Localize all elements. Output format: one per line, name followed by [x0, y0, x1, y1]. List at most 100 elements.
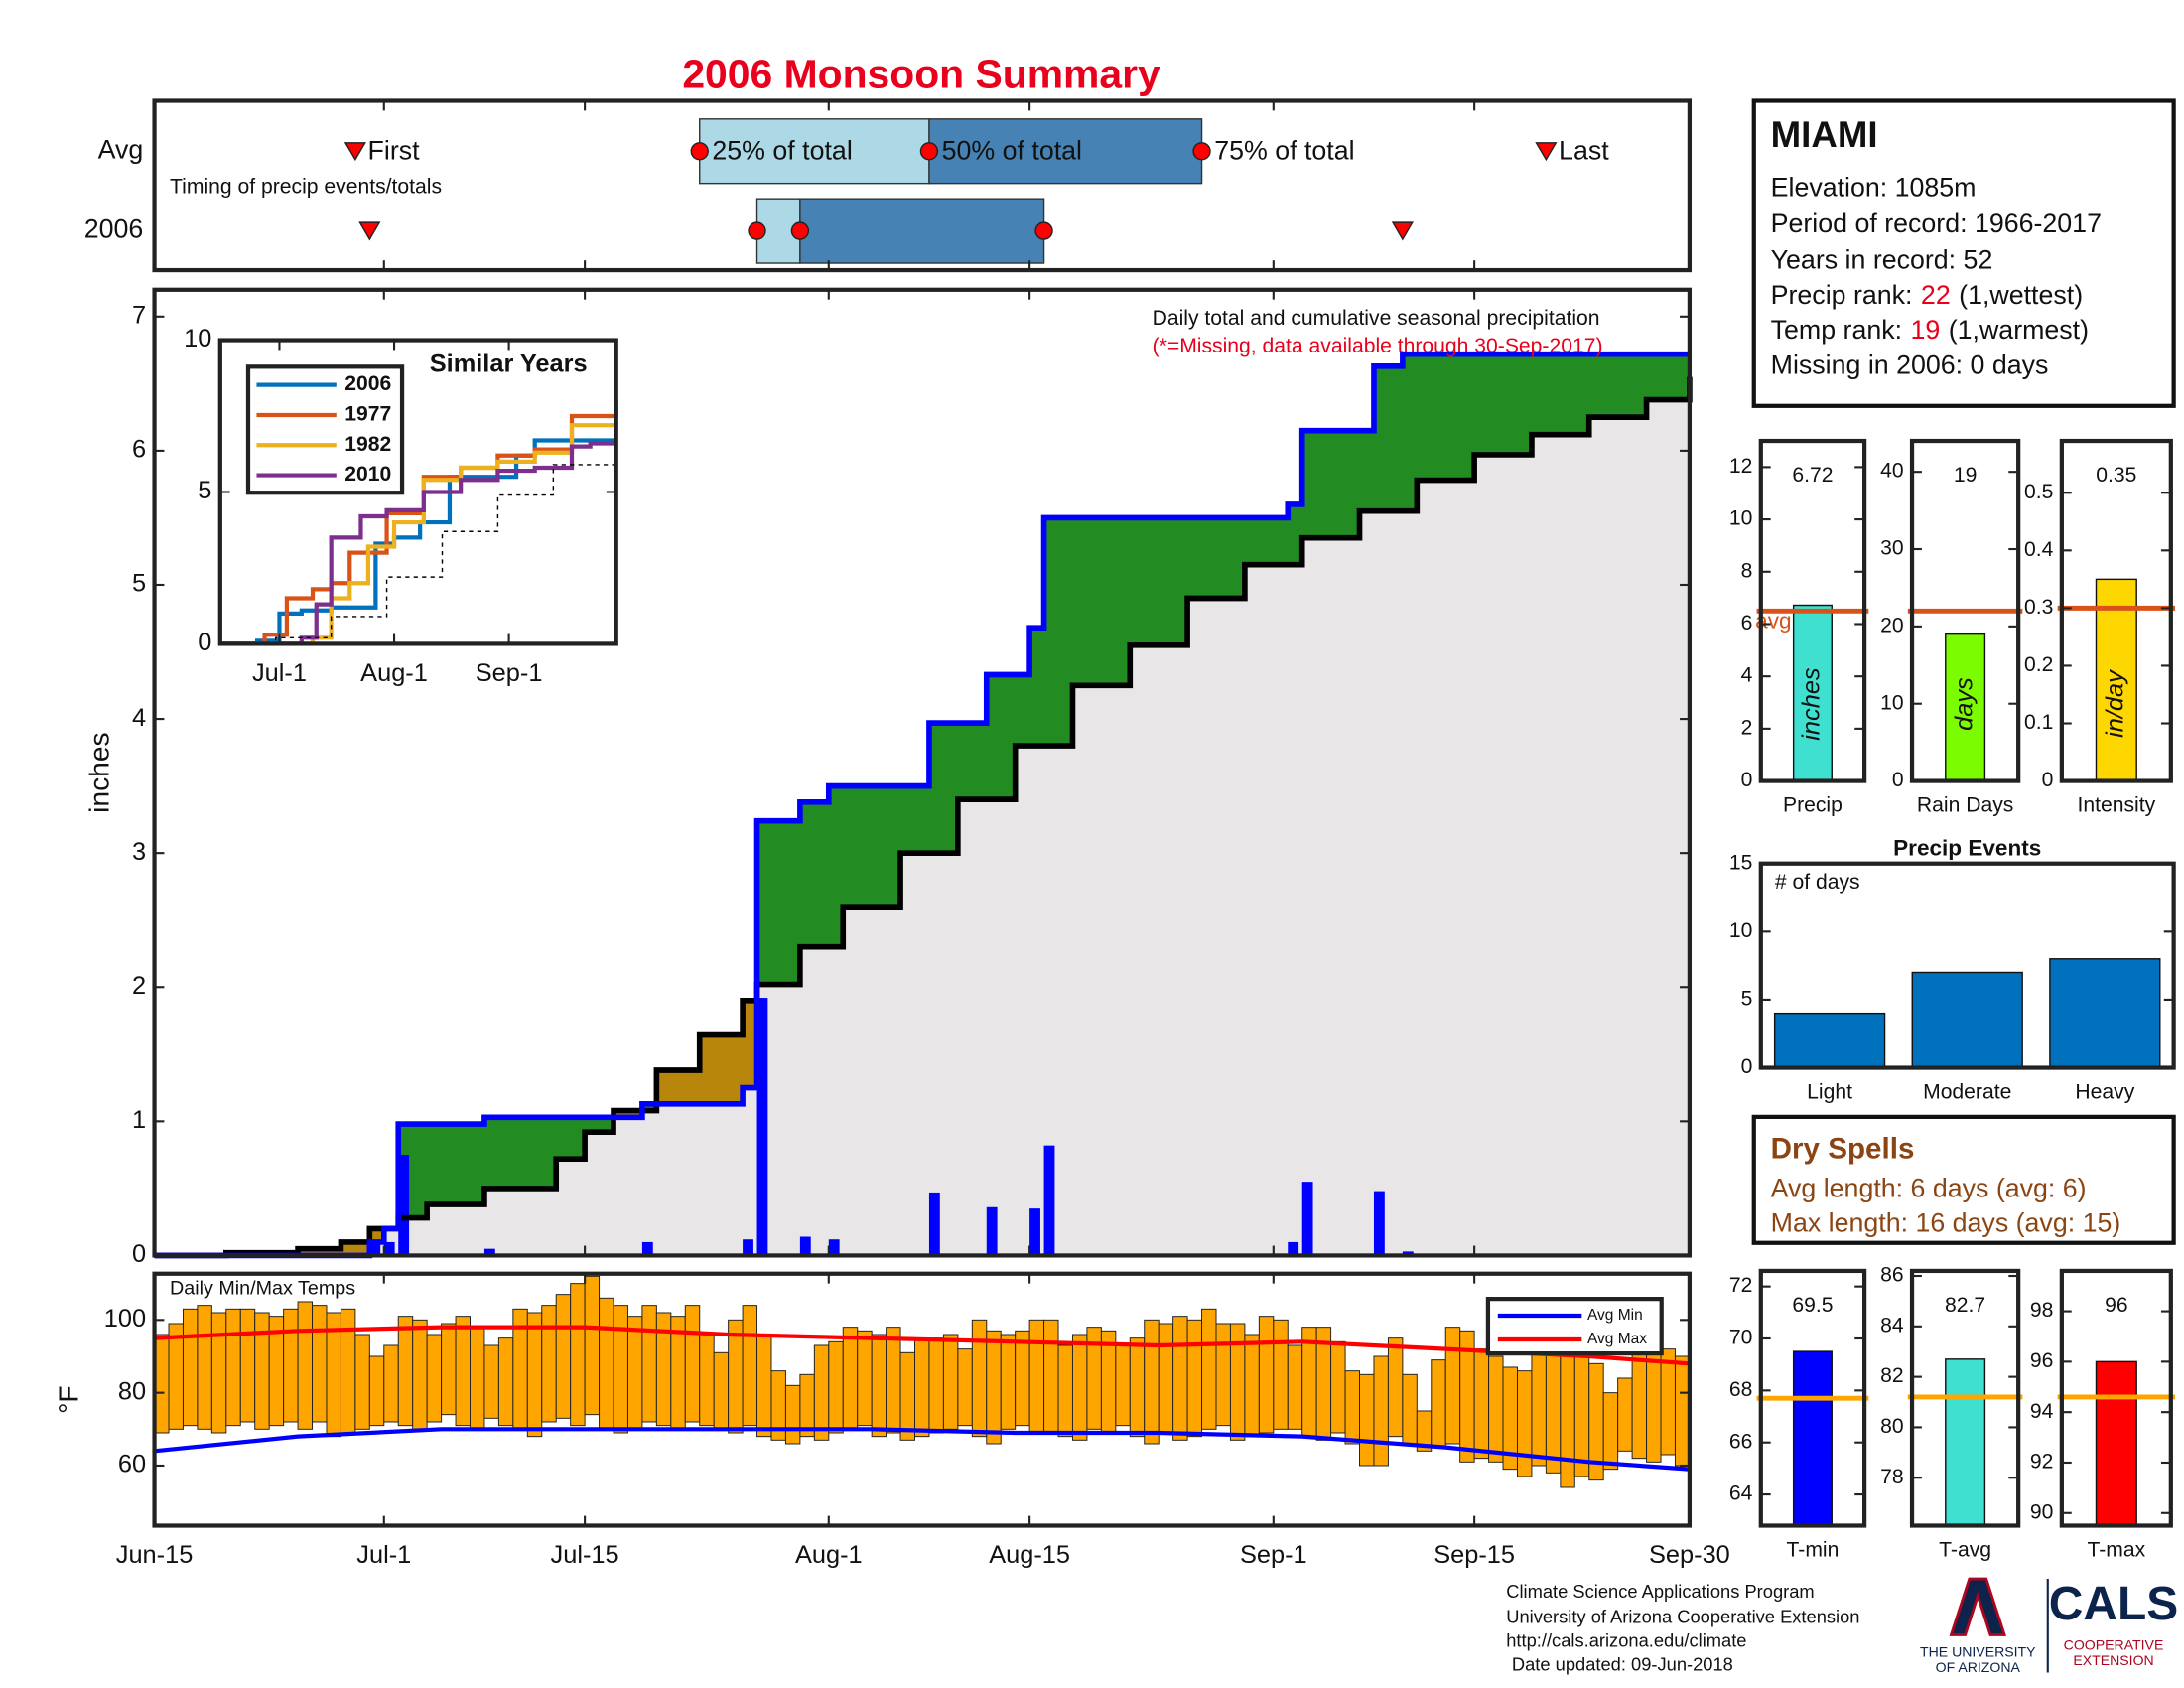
temp-range-bar: [828, 1340, 844, 1434]
axes-frame: [1909, 1268, 2021, 1528]
value-label: 96: [2105, 1294, 2128, 1317]
temp-range-bar: [1028, 1319, 1045, 1434]
panel-title: Precip Events: [1893, 836, 2041, 861]
daily-precip-bar: [1043, 1145, 1055, 1256]
y-tick-label: 72: [1729, 1274, 1753, 1297]
x-tick-label: Precip: [1783, 794, 1843, 817]
y-tick-label: 8: [1741, 559, 1753, 582]
dry-spells-box: Dry Spells Avg length: 6 days (avg: 6) M…: [1751, 1114, 2176, 1245]
chart-note: Daily total and cumulative seasonal prec…: [1153, 307, 1600, 330]
x-tick-label: Light: [1807, 1080, 1852, 1103]
timing-label: 50% of total: [942, 136, 1082, 166]
y-tick-label: 1: [132, 1106, 146, 1134]
temp-range-bar: [1215, 1323, 1231, 1427]
y-tick-label: 2: [132, 972, 146, 1000]
temp-range-bar: [842, 1327, 859, 1430]
y-tick-label: 68: [1729, 1378, 1753, 1401]
temp-range-bar: [942, 1334, 959, 1430]
y-tick-label: 96: [2030, 1349, 2053, 1372]
y-tick-label: 0: [2042, 769, 2054, 791]
x-tick-label: Rain Days: [1917, 794, 2013, 817]
legend-label: 1977: [344, 403, 391, 426]
timing-marker: [1535, 142, 1558, 162]
unit-label: inches: [1798, 667, 1826, 741]
daily-precip-bar: [1301, 1182, 1313, 1256]
temp-range-bar: [297, 1301, 314, 1430]
y-tick-label: 78: [1880, 1466, 1903, 1488]
temp-range-bar: [182, 1308, 199, 1427]
axes-frame: [1909, 438, 2021, 783]
axes-frame: [217, 338, 618, 646]
temp-range-bar: [1573, 1355, 1590, 1477]
temp-range-bar: [168, 1323, 184, 1430]
temp-rank-note: (1,warmest): [1949, 315, 2089, 345]
university-name: THE UNIVERSITY: [1920, 1643, 2036, 1659]
y-tick-label: 98: [2030, 1299, 2053, 1322]
legend-label: Avg Min: [1587, 1307, 1643, 1324]
temp-range-bar: [1344, 1370, 1361, 1445]
series-line: [219, 422, 618, 646]
unit-label: in/day: [2102, 669, 2129, 738]
timing-label: 25% of total: [712, 136, 852, 166]
temp-range-bar: [1444, 1327, 1461, 1445]
x-tick-label: T-min: [1787, 1538, 1840, 1561]
axes-frame: [2059, 1268, 2173, 1528]
daily-precip-bar: [641, 1241, 653, 1256]
bar: [1792, 604, 1833, 782]
station-years: Years in record: 52: [1771, 245, 1993, 275]
temp-range-bar: [397, 1316, 414, 1427]
daily-precip-bar: [1288, 1241, 1299, 1256]
y-tick-label: 70: [1729, 1327, 1753, 1349]
daily-precip-bar: [369, 1241, 381, 1256]
legend-label: 1982: [344, 433, 391, 456]
temp-range-bar: [1158, 1323, 1174, 1434]
row-label: Avg: [98, 134, 144, 164]
temp-range-bar: [986, 1330, 1002, 1445]
temp-range-bar: [354, 1334, 370, 1430]
y-tick-label: 10: [1729, 507, 1753, 530]
university-name: OF ARIZONA: [1936, 1659, 2021, 1675]
x-tick-label: Jun-15: [116, 1541, 194, 1569]
precip-rank-note: (1,wettest): [1959, 280, 2083, 310]
station-box: MIAMI Elevation: 1085m Period of record:…: [1751, 98, 2176, 408]
y-tick-label: 0: [1741, 769, 1753, 791]
precip-rank: Precip rank: 22 (1,wettest): [1771, 280, 2083, 310]
temp-range-bar: [641, 1305, 657, 1423]
x-tick-label: Jul-15: [551, 1541, 619, 1569]
timing-marker: [1034, 221, 1053, 240]
y-tick-label: 94: [2030, 1400, 2054, 1423]
temp-range-bar: [1186, 1319, 1203, 1438]
y-tick-label: 6: [132, 436, 146, 464]
temp-range-bar: [483, 1344, 499, 1419]
temp-range-bar: [1244, 1334, 1260, 1438]
y-tick-label: 5: [198, 477, 211, 504]
inset-title: Similar Years: [430, 351, 588, 378]
temp-range-bar: [497, 1337, 514, 1427]
average-line: [154, 376, 1693, 1259]
temp-range-bar: [441, 1323, 457, 1416]
axes-frame: [1758, 438, 1867, 783]
y-tick-label: 3: [132, 838, 146, 866]
y-tick-label: 90: [2030, 1500, 2053, 1523]
temp-range-bar: [1129, 1337, 1146, 1438]
bar: [2095, 1360, 2137, 1527]
temp-range-bar: [1674, 1355, 1691, 1467]
temp-range-bar: [225, 1308, 241, 1427]
temp-range-bar: [1057, 1344, 1073, 1438]
axes-frame: [152, 98, 1693, 273]
value-label: 6.72: [1792, 464, 1833, 487]
timing-marker: [748, 221, 766, 240]
y-tick-label: 5: [132, 570, 146, 598]
temp-range-bar: [699, 1334, 715, 1427]
y-tick-label: 0: [1741, 1055, 1753, 1078]
chart-note: (*=Missing, data available through 30-Se…: [1153, 335, 1603, 357]
temp-range-bar: [1201, 1308, 1217, 1430]
temp-range-bar: [555, 1294, 572, 1419]
timing-marker: [358, 221, 381, 241]
timing-marker: [1192, 142, 1211, 161]
axes-frame: [1758, 861, 2176, 1070]
y-tick-label: 10: [1729, 919, 1753, 942]
legend-box: [245, 364, 405, 495]
